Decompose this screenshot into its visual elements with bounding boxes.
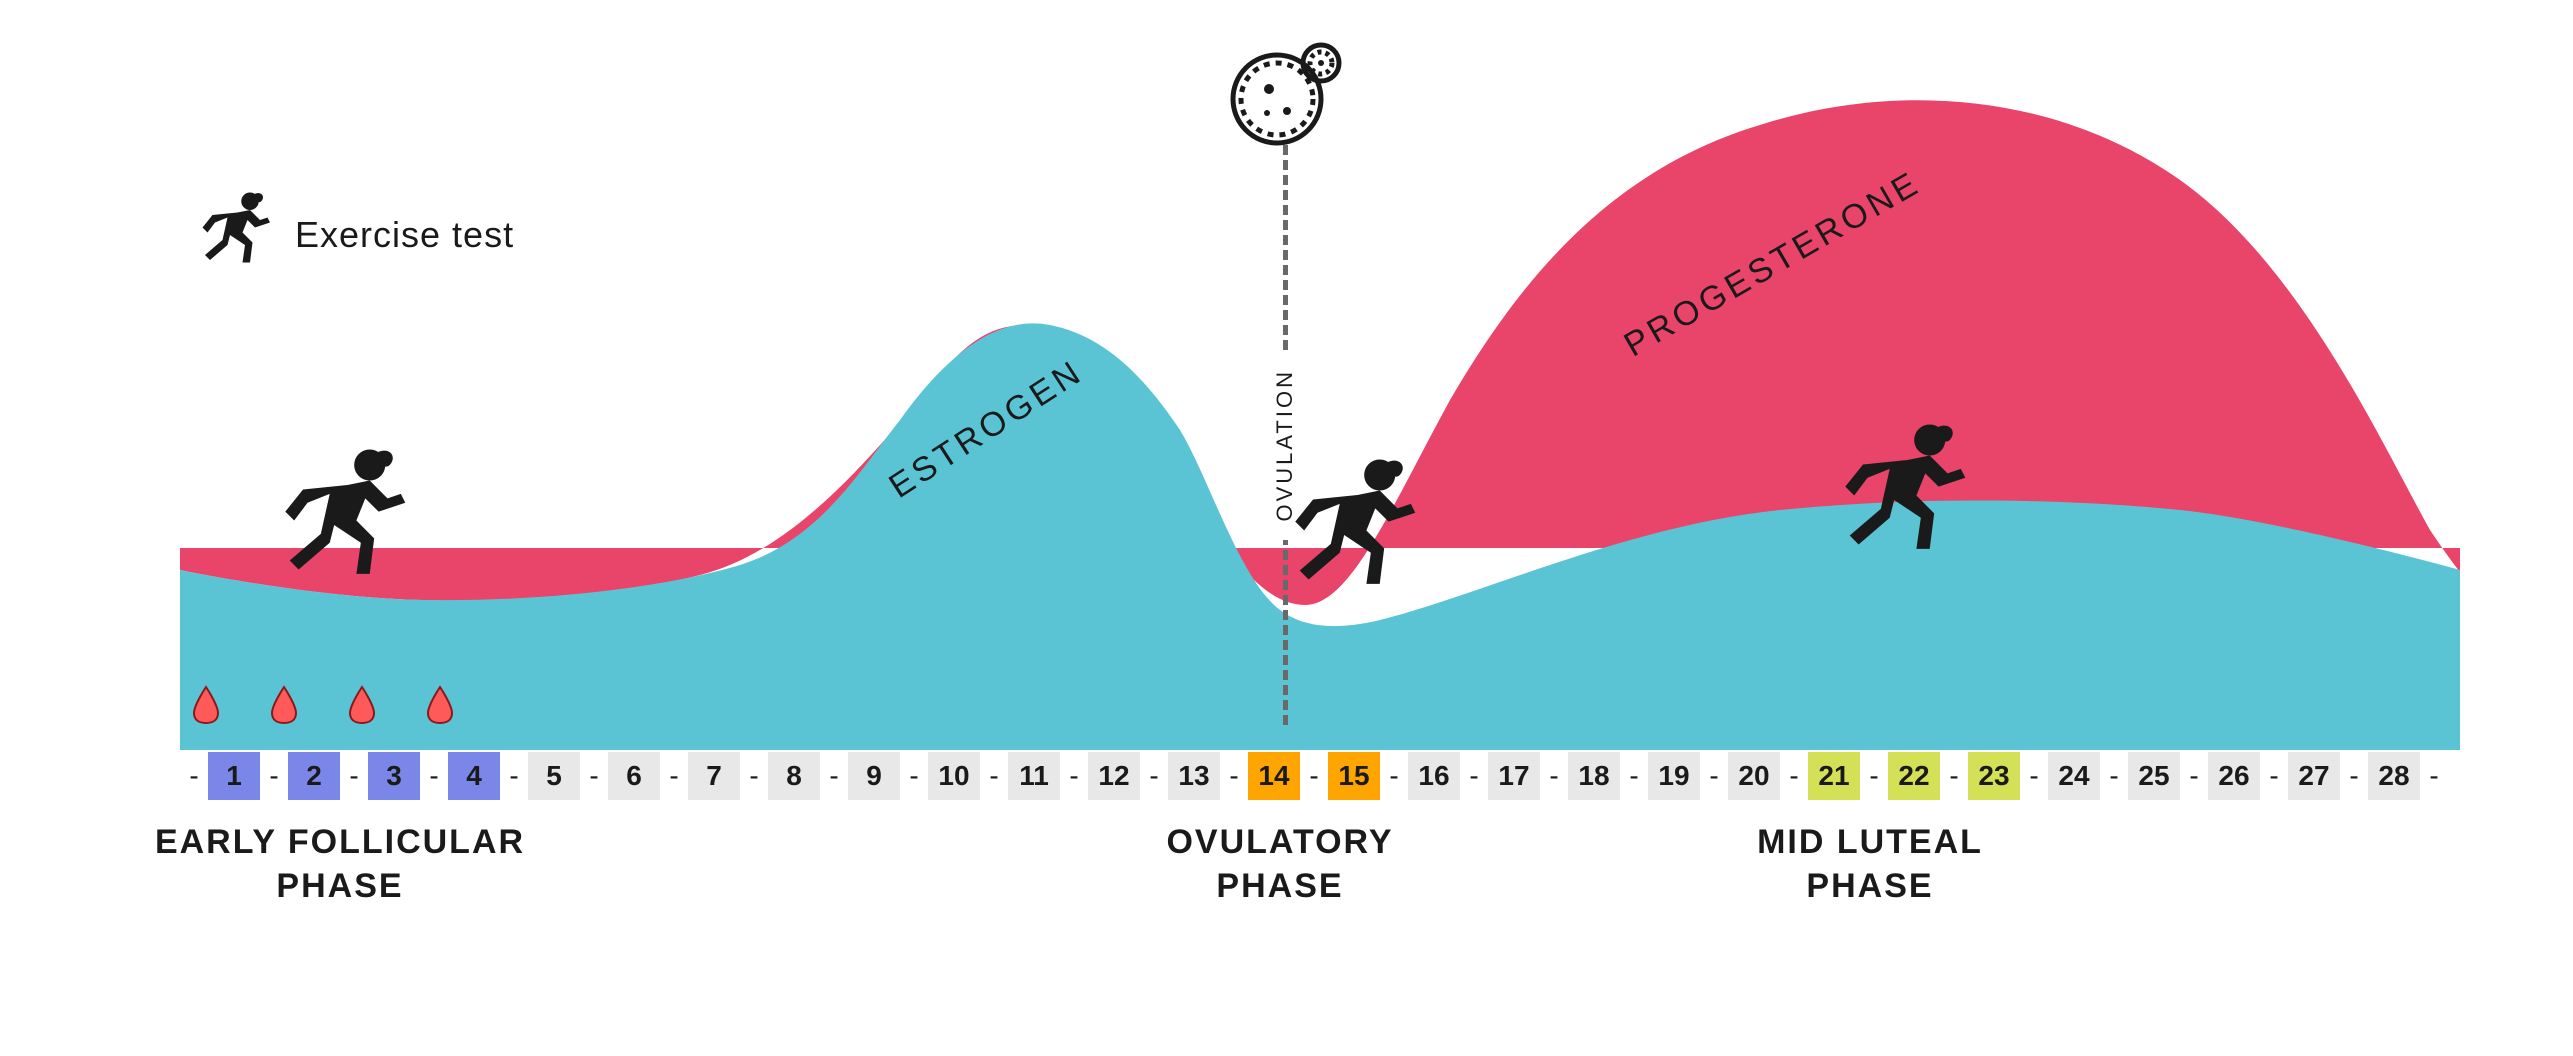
runner-early-follicular [280,445,415,610]
day-12: 12 [1088,752,1140,800]
timeline-dash: - [1220,760,1248,792]
day-20: 20 [1728,752,1780,800]
timeline-dash: - [2180,760,2208,792]
day-25: 25 [2128,752,2180,800]
day-1: 1 [208,752,260,800]
timeline-dash: - [1140,760,1168,792]
day-14: 14 [1248,752,1300,800]
drop-icon [424,685,456,725]
day-4: 4 [448,752,500,800]
day-23: 23 [1968,752,2020,800]
drop-icon [346,685,378,725]
timeline-dash: - [740,760,768,792]
phase-ovulatory-label: OVULATORYPHASE [1120,820,1440,908]
day-21: 21 [1808,752,1860,800]
timeline-dash: - [2020,760,2048,792]
day-24: 24 [2048,752,2100,800]
runner-ovulatory [1290,455,1425,620]
timeline-dash: - [1460,760,1488,792]
phase-early-follicular-label: EARLY FOLLICULARPHASE [110,820,570,908]
day-28: 28 [2368,752,2420,800]
day-10: 10 [928,752,980,800]
runner-mid-luteal [1840,420,1975,585]
timeline-dash: - [420,760,448,792]
ovulation-follicle-icon [1225,35,1345,155]
drop-icon [268,685,300,725]
day-22: 22 [1888,752,1940,800]
day-18: 18 [1568,752,1620,800]
day-3: 3 [368,752,420,800]
day-5: 5 [528,752,580,800]
timeline-dash: - [1380,760,1408,792]
menstrual-cycle-chart: Exercise test OVULATION ESTROGEN PROGEST… [180,50,2460,750]
drop-icon [190,685,222,725]
timeline-dash: - [580,760,608,792]
timeline-dash: - [900,760,928,792]
day-27: 27 [2288,752,2340,800]
menstruation-drops [190,685,456,725]
day-26: 26 [2208,752,2260,800]
timeline-dash: - [2260,760,2288,792]
timeline-dash: - [260,760,288,792]
timeline-dash: - [2100,760,2128,792]
day-15: 15 [1328,752,1380,800]
timeline-dash: - [1860,760,1888,792]
timeline-dash: - [820,760,848,792]
timeline-dash: - [2420,760,2448,792]
timeline-dash: - [980,760,1008,792]
timeline-dash: - [1700,760,1728,792]
day-7: 7 [688,752,740,800]
phase-mid-luteal-label: MID LUTEALPHASE [1690,820,2050,908]
timeline-dash: - [660,760,688,792]
day-6: 6 [608,752,660,800]
timeline-dash: - [1940,760,1968,792]
day-17: 17 [1488,752,1540,800]
timeline-dash: - [180,760,208,792]
hormone-curves [180,50,2460,750]
day-16: 16 [1408,752,1460,800]
day-19: 19 [1648,752,1700,800]
cycle-day-timeline: -1-2-3-4-5-6-7-8-9-10-11-12-13-14-15-16-… [180,752,2460,800]
timeline-dash: - [2340,760,2368,792]
day-2: 2 [288,752,340,800]
timeline-dash: - [1060,760,1088,792]
timeline-dash: - [340,760,368,792]
day-8: 8 [768,752,820,800]
timeline-dash: - [1300,760,1328,792]
timeline-dash: - [1620,760,1648,792]
day-11: 11 [1008,752,1060,800]
day-9: 9 [848,752,900,800]
timeline-dash: - [1540,760,1568,792]
timeline-dash: - [1780,760,1808,792]
day-13: 13 [1168,752,1220,800]
timeline-dash: - [500,760,528,792]
